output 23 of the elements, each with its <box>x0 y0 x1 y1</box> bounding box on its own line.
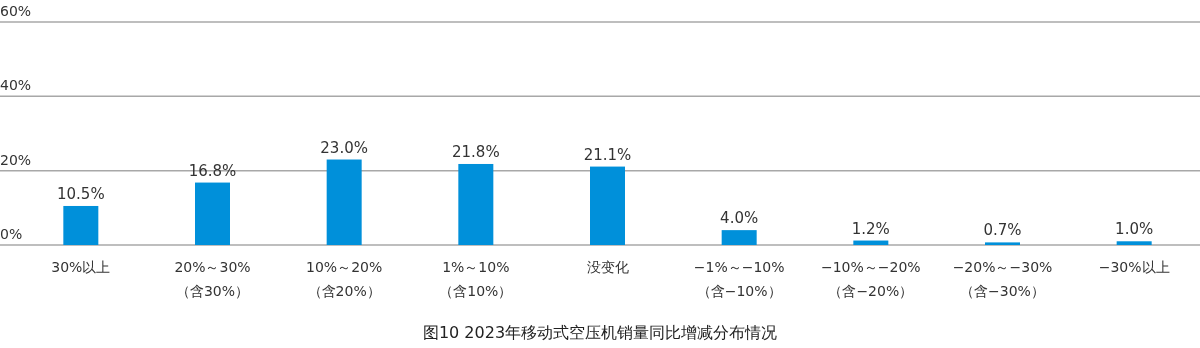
y-tick-label: 20% <box>0 151 32 168</box>
data-label: 1.2% <box>851 219 890 238</box>
x-tick-label: −1%～−10% （含−10%） <box>693 259 785 299</box>
x-tick-label: 10%～20% （含20%） <box>306 259 383 299</box>
x-tick-label: 20%～30% （含30%） <box>174 259 251 299</box>
x-tick-label: 30%以上 <box>51 259 111 275</box>
data-label: 0.7% <box>983 221 1022 240</box>
text: 图10 2023年移动式空压机销量同比增减分布情况 <box>422 323 778 342</box>
data-label: 21.1% <box>583 145 632 164</box>
y-tick-label: 40% <box>0 77 32 94</box>
y-tick-label: 60% <box>0 3 32 19</box>
data-label: 16.8% <box>188 161 237 180</box>
x-tick-label: −30%以上 <box>1098 259 1170 275</box>
data-label: 10.5% <box>57 184 105 203</box>
x-tick-label: 没变化 <box>586 259 629 275</box>
data-label: 23.0% <box>320 138 368 157</box>
x-tick-label: 1%～10% （含10%） <box>439 259 513 299</box>
data-label: 4.0% <box>720 209 759 228</box>
x-tick-label: −10%～−20% （含−20%） <box>820 259 921 299</box>
data-label: 1.0% <box>1115 220 1154 239</box>
y-tick-label: 0% <box>0 226 23 242</box>
x-tick-label: −20%～−30% （含−30%） <box>952 259 1053 299</box>
data-label: 21.8% <box>452 142 500 161</box>
